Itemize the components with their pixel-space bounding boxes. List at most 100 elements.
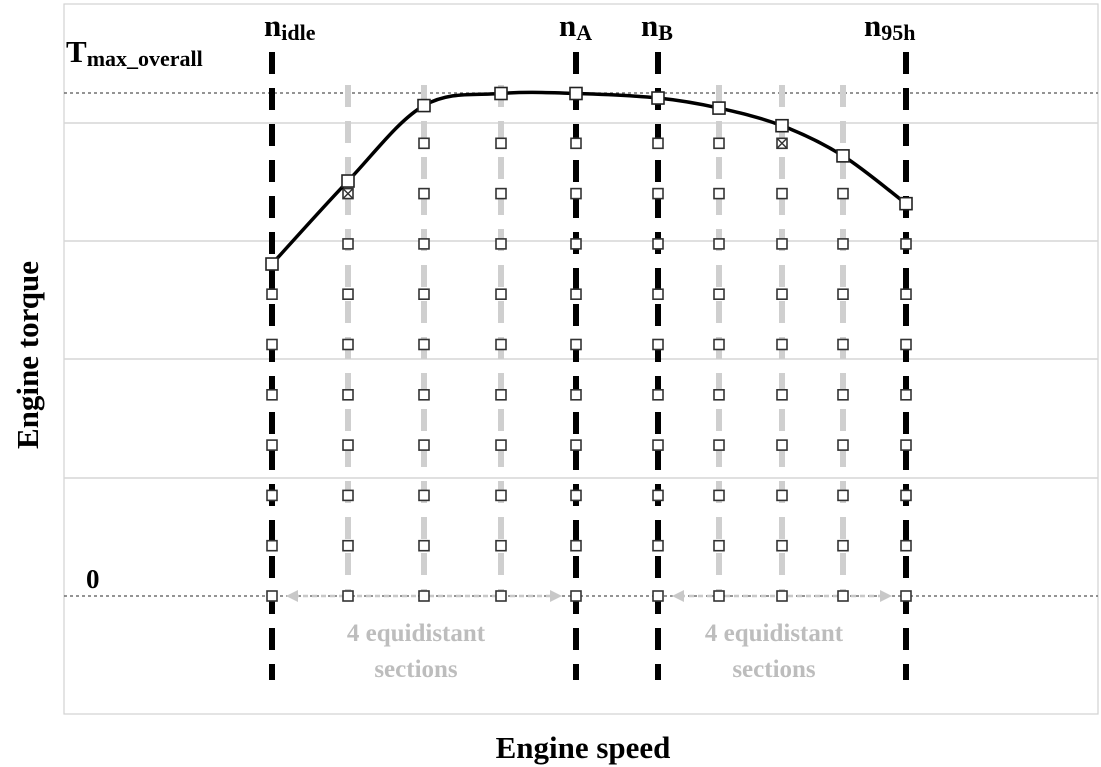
grid-point <box>342 288 354 301</box>
grid-point <box>652 288 664 301</box>
grid-point <box>570 388 582 401</box>
section-annotation-line1: 4 equidistant <box>705 620 844 647</box>
grid-point <box>837 590 849 602</box>
grid-point <box>837 238 849 250</box>
section-annotation-line1: 4 equidistant <box>347 620 486 647</box>
grid-point <box>837 489 849 502</box>
speed-lines <box>269 52 909 680</box>
grid-point <box>837 539 849 552</box>
grid-point <box>652 338 664 351</box>
grid-point <box>570 590 582 602</box>
grid-point <box>495 489 507 502</box>
grid-point <box>713 238 725 250</box>
grid-point <box>713 489 725 502</box>
grid-point <box>900 388 912 401</box>
grid-point <box>837 388 849 401</box>
grid-point <box>495 137 507 150</box>
grid-point <box>713 338 725 351</box>
grid-point <box>266 388 278 401</box>
grid-point <box>570 338 582 351</box>
t-max-label: Tmax_overall <box>66 34 203 71</box>
grid-point <box>900 539 912 552</box>
grid-point <box>495 338 507 351</box>
grid-point <box>418 338 430 351</box>
grid-point <box>652 539 664 552</box>
key-speed-label: nidle <box>264 8 316 45</box>
grid-point <box>266 489 278 502</box>
section-arrow-head-left <box>286 590 298 602</box>
grid-point <box>342 539 354 552</box>
grid-point <box>495 388 507 401</box>
grid-point <box>266 288 278 301</box>
grid-point <box>266 590 278 602</box>
y-axis-title: Engine torque <box>10 261 45 449</box>
curve-point <box>265 257 279 271</box>
key-speed-label: nB <box>641 8 673 45</box>
grid-point <box>495 187 507 200</box>
grid-point <box>776 539 788 552</box>
curve-point <box>417 98 431 113</box>
grid-point <box>776 439 788 451</box>
grid-point <box>713 590 725 602</box>
section-annotation-line2: sections <box>374 656 458 683</box>
key-speed-label: n95h <box>864 8 916 45</box>
curve-point <box>651 91 665 105</box>
grid-point <box>418 388 430 401</box>
grid-point <box>776 238 788 250</box>
section-arrow-head-right <box>550 590 562 602</box>
grid-point <box>900 288 912 301</box>
grid-point <box>570 539 582 552</box>
grid-point <box>900 439 912 451</box>
crossed-point-mark <box>776 137 788 149</box>
grid-point <box>570 489 582 502</box>
grid-point <box>652 238 664 250</box>
max-torque-line <box>270 90 908 266</box>
grid-point <box>495 238 507 250</box>
curve-point <box>569 86 583 101</box>
grid-point <box>418 238 430 250</box>
grid-point <box>713 288 725 301</box>
grid-points <box>266 137 912 602</box>
grid-point <box>495 539 507 552</box>
grid-point <box>837 288 849 301</box>
grid-point <box>570 187 582 200</box>
grid-point <box>652 388 664 401</box>
curve-point <box>836 149 850 163</box>
grid-point <box>776 489 788 502</box>
x-axis-title: Engine speed <box>496 730 671 765</box>
curve-point <box>341 174 355 188</box>
section-arrow-head-left <box>672 590 684 602</box>
grid-point <box>418 288 430 301</box>
grid-point <box>776 388 788 401</box>
grid-point <box>776 288 788 301</box>
crossed-point-mark <box>342 188 354 200</box>
grid-point <box>776 590 788 602</box>
grid-point <box>418 539 430 552</box>
grid-point <box>570 137 582 150</box>
grid-point <box>900 238 912 250</box>
grid-point <box>652 187 664 200</box>
grid-point <box>713 439 725 451</box>
grid-point <box>713 187 725 200</box>
grid-point <box>652 590 664 602</box>
key-speed-label: nA <box>559 8 592 45</box>
grid-point <box>652 489 664 502</box>
section-arrow-head-right <box>880 590 892 602</box>
grid-point <box>266 338 278 351</box>
grid-point <box>266 539 278 552</box>
grid-point <box>776 187 788 200</box>
grid-point <box>342 238 354 250</box>
grid-point <box>342 388 354 401</box>
grid-point <box>342 439 354 451</box>
curve-point <box>899 196 913 211</box>
grid-point <box>418 439 430 451</box>
grid-point <box>418 137 430 150</box>
grid-point <box>342 590 354 602</box>
grid-point <box>570 238 582 250</box>
curve-point <box>775 118 789 133</box>
grid-point <box>266 439 278 451</box>
grid-point <box>837 439 849 451</box>
grid-point <box>495 288 507 301</box>
grid-point <box>570 439 582 451</box>
